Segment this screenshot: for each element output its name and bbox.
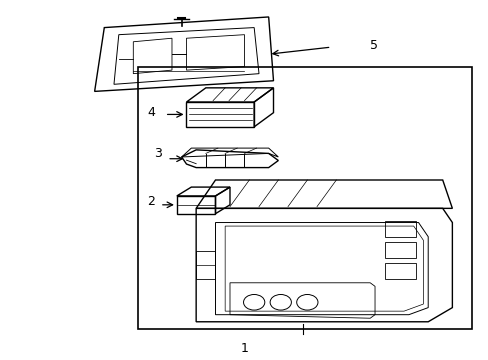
Text: 4: 4 (147, 106, 155, 119)
Bar (384, 221, 415, 237)
Text: 2: 2 (147, 195, 155, 208)
Bar (384, 242, 415, 258)
Bar (138, 67, 471, 329)
Text: 3: 3 (154, 147, 162, 160)
Bar (384, 263, 415, 279)
Text: 5: 5 (369, 39, 377, 52)
Text: 1: 1 (240, 342, 248, 355)
